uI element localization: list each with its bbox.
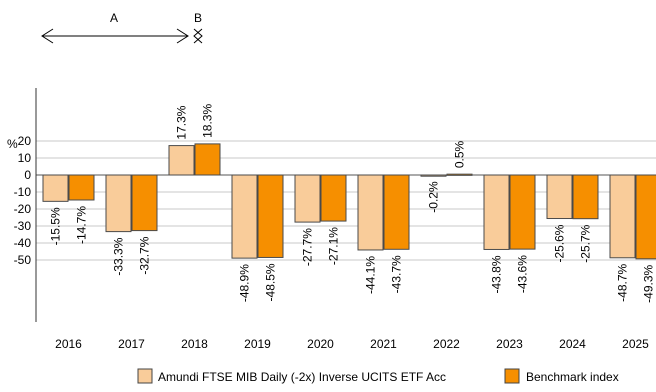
marker-a-label: A	[110, 11, 118, 25]
bar-benchmark	[509, 174, 536, 250]
bar-value-label: -43.6%	[516, 255, 530, 293]
bar-benchmark	[572, 174, 599, 220]
x-tick-labels: 2016 2017 2018 2019 2020 2021 2022 2023 2024 2025	[55, 337, 649, 351]
bar-benchmark	[68, 174, 95, 201]
y-tick-label: -20	[14, 202, 32, 216]
bar-benchmark	[383, 174, 410, 250]
bar-value-labels: -15.5% -14.7% -33.3% -32.7% 17.3% 18.3% -48.9%…	[49, 104, 656, 303]
y-axis: %	[7, 88, 37, 322]
x-tick-label: 2019	[244, 337, 271, 351]
y-tick-label: -10	[14, 185, 32, 199]
bar-value-label: -0.2%	[427, 181, 441, 213]
y-tick-label: 0	[24, 168, 31, 182]
bar-fund	[42, 174, 69, 202]
bar-value-label: -48.9%	[238, 264, 252, 302]
x-tick-label: 2023	[496, 337, 523, 351]
y-axis-label: %	[7, 137, 18, 151]
bar-value-label: -43.7%	[390, 255, 404, 293]
bar-fund	[546, 174, 573, 220]
bar-value-label: -48.5%	[264, 263, 278, 301]
legend-label-benchmark: Benchmark index	[526, 370, 619, 384]
bar-value-label: 17.3%	[175, 105, 189, 139]
y-tick-label: 10	[18, 151, 32, 165]
y-tick-label: -40	[14, 236, 32, 250]
x-tick-label: 2020	[307, 337, 334, 351]
bar-value-label: -25.7%	[579, 224, 593, 262]
x-tick-label: 2018	[181, 337, 208, 351]
period-markers: A B	[41, 11, 203, 44]
bar-benchmark	[320, 174, 347, 222]
bar-benchmark	[257, 174, 284, 258]
legend-swatch-fund	[137, 368, 153, 384]
bar-value-label: 0.5%	[453, 140, 467, 168]
bar-value-label: -43.8%	[490, 255, 504, 293]
bar-fund	[168, 145, 195, 176]
bar-benchmark	[194, 143, 221, 176]
marker-b-label: B	[194, 11, 202, 25]
bar-fund	[294, 174, 321, 223]
bar-fund	[483, 174, 510, 250]
marker-a-arrow	[41, 28, 189, 44]
legend-label-fund: Amundi FTSE MIB Daily (-2x) Inverse UCIT…	[158, 370, 446, 384]
legend: Amundi FTSE MIB Daily (-2x) Inverse UCIT…	[137, 368, 619, 384]
bar-value-label: -33.3%	[112, 237, 126, 275]
bar-value-label: -27.1%	[327, 227, 341, 265]
bar-value-label: -32.7%	[138, 236, 152, 274]
bar-value-label: 18.3%	[201, 104, 215, 138]
bar-fund	[420, 174, 447, 177]
y-tick-label: -30	[14, 219, 32, 233]
bar-value-label: -14.7%	[75, 206, 89, 244]
bar-value-label: -48.7%	[616, 263, 630, 301]
bar-fund	[231, 174, 258, 259]
bar-value-label: -49.3%	[642, 264, 656, 302]
bar-value-label: -15.5%	[49, 207, 63, 245]
x-tick-label: 2024	[559, 337, 586, 351]
bar-value-label: -25.6%	[553, 224, 567, 262]
x-tick-label: 2025	[622, 337, 649, 351]
bar-benchmark	[131, 174, 158, 232]
x-tick-label: 2022	[433, 337, 460, 351]
y-tick-label: -50	[14, 253, 32, 267]
bar-benchmark	[446, 173, 473, 176]
bar-fund	[105, 174, 132, 233]
bar-value-label: -44.1%	[364, 256, 378, 294]
x-tick-label: 2021	[370, 337, 397, 351]
y-tick-label: 20	[18, 134, 32, 148]
x-tick-label: 2017	[118, 337, 145, 351]
marker-b-arrow	[193, 28, 203, 44]
y-tick-labels: 20 10 0 -10 -20 -30 -40 -50	[14, 134, 32, 267]
x-tick-label: 2016	[55, 337, 82, 351]
bars	[42, 143, 656, 260]
bar-value-label: -27.7%	[301, 228, 315, 266]
bar-benchmark	[635, 174, 656, 260]
legend-swatch-benchmark	[504, 368, 520, 384]
bar-fund	[609, 174, 636, 259]
bar-fund	[357, 174, 384, 251]
